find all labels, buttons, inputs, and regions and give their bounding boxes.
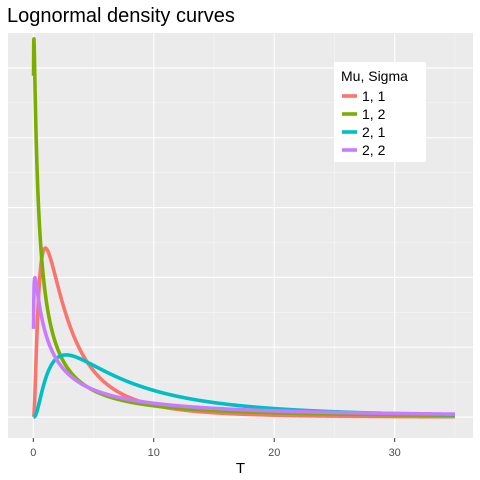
x-tick-label: 0 <box>30 447 36 459</box>
x-tick-label: 10 <box>148 447 160 459</box>
legend-title: Mu, Sigma <box>341 68 408 84</box>
legend-label: 1, 2 <box>362 106 386 122</box>
legend-item: 2, 1 <box>342 124 386 140</box>
x-axis-title: T <box>236 460 245 477</box>
legend-label: 1, 1 <box>362 88 386 104</box>
legend: Mu, Sigma 1, 1 1, 2 2, 1 2, 2 <box>334 62 426 162</box>
x-axis-ticks <box>32 438 396 442</box>
x-axis-tick-labels: 0 10 20 30 <box>30 447 401 459</box>
legend-item: 2, 2 <box>342 142 386 158</box>
x-tick-label: 30 <box>389 447 401 459</box>
legend-items: 1, 1 1, 2 2, 1 2, 2 <box>342 88 386 158</box>
legend-label: 2, 1 <box>362 124 386 140</box>
legend-item: 1, 1 <box>342 88 386 104</box>
legend-background <box>334 62 426 162</box>
x-tick-label: 20 <box>268 447 280 459</box>
series-line-4 <box>31 276 457 416</box>
chart-title: Lognormal density curves <box>7 5 235 27</box>
density-curves <box>31 37 457 419</box>
legend-item: 1, 2 <box>342 106 386 122</box>
legend-label: 2, 2 <box>362 142 386 158</box>
